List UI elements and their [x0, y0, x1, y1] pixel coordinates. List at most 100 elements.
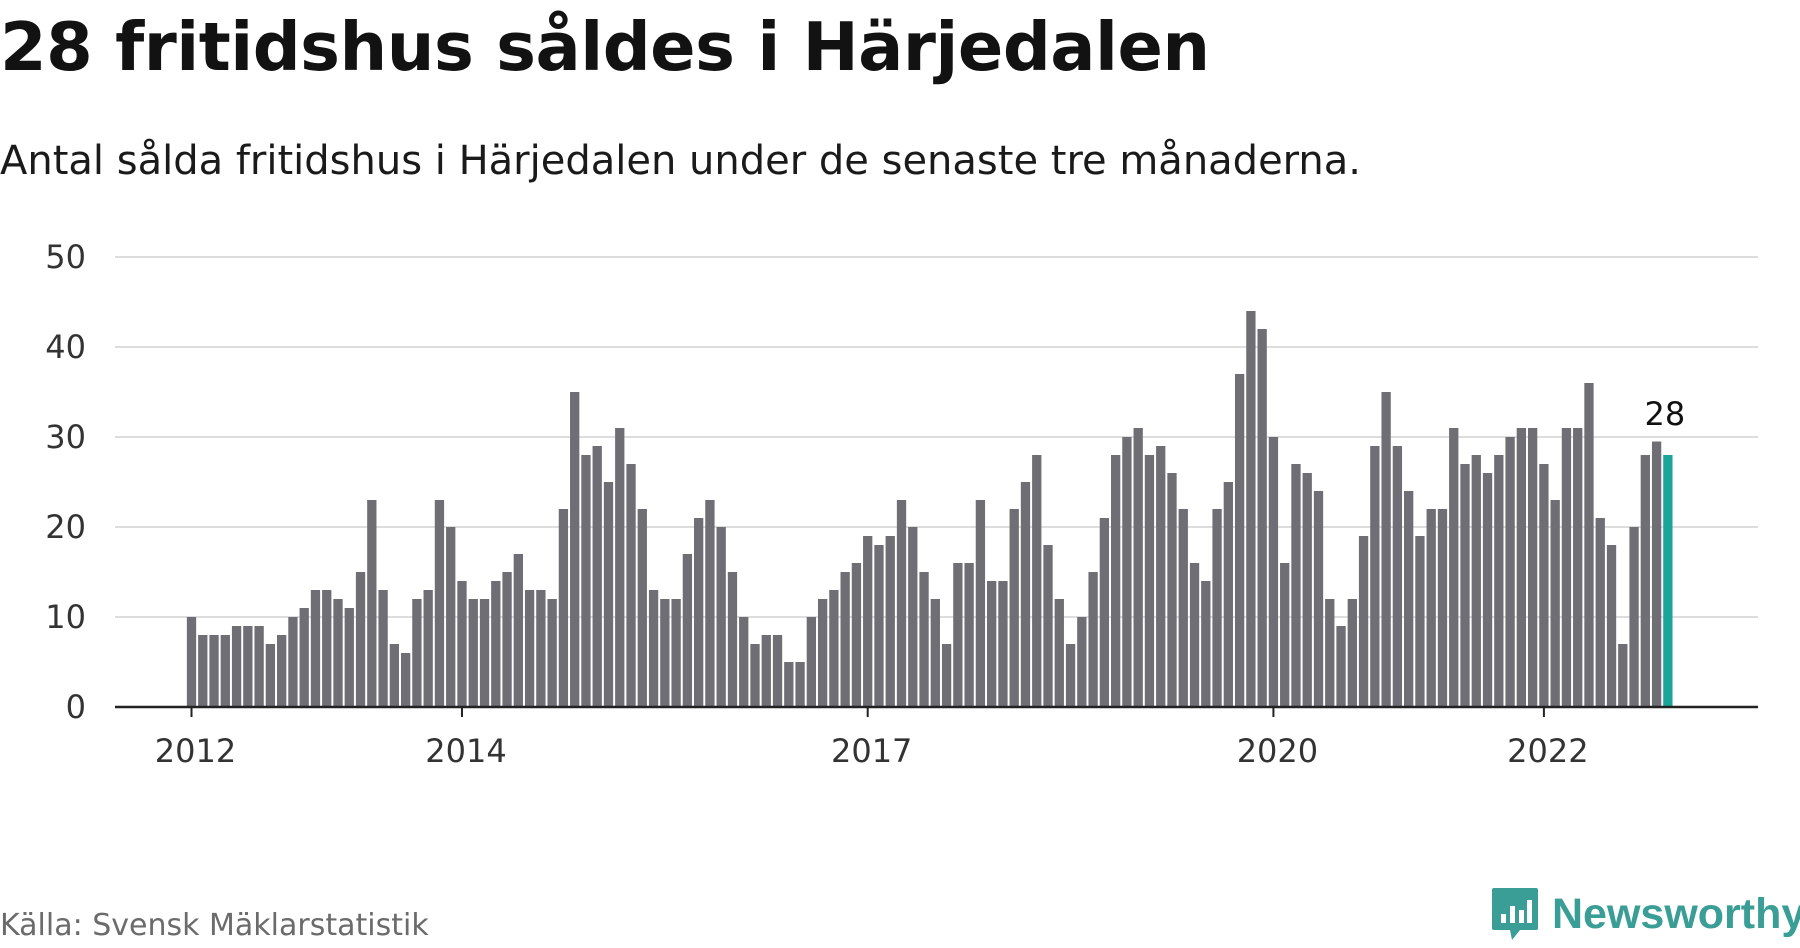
- bar: [1618, 644, 1628, 707]
- bar: [209, 635, 219, 707]
- bar: [1122, 437, 1132, 707]
- y-tick-label: 40: [45, 328, 86, 366]
- bar: [1494, 455, 1504, 707]
- bar: [626, 464, 636, 707]
- bar: [1291, 464, 1301, 707]
- bar: [1246, 311, 1256, 707]
- bar: [817, 599, 828, 707]
- bar: [423, 590, 433, 707]
- bar: [322, 590, 332, 707]
- bar: [581, 455, 591, 707]
- bar: [1020, 482, 1031, 707]
- x-tick-label: 2014: [425, 732, 506, 770]
- chart-subtitle: Antal sålda fritidshus i Härjedalen unde…: [0, 138, 1361, 184]
- bar: [412, 599, 422, 707]
- bar: [671, 599, 681, 707]
- y-tick-label: 30: [45, 418, 86, 456]
- bar: [1527, 428, 1538, 707]
- bar: [558, 509, 569, 707]
- bar: [220, 635, 230, 707]
- bar: [1404, 491, 1414, 707]
- bar: [479, 599, 490, 707]
- bar: [964, 563, 974, 707]
- latest-value-label: 28: [1645, 395, 1686, 433]
- bar: [1065, 644, 1076, 707]
- bar: [716, 527, 726, 707]
- x-tick-label: 2022: [1507, 732, 1588, 770]
- x-axis: 2012 2014 2017 2020 2022: [115, 705, 1758, 770]
- bar: [434, 500, 445, 707]
- bar: [1573, 428, 1583, 707]
- bar: [1437, 509, 1448, 707]
- bar: [1223, 482, 1233, 707]
- bar: [592, 446, 602, 707]
- bar: [1426, 509, 1436, 707]
- bar: [186, 617, 197, 707]
- bar: [1133, 428, 1143, 707]
- bar: [1347, 599, 1357, 707]
- bar: [265, 644, 276, 707]
- bar: [1640, 455, 1650, 707]
- bar: [975, 500, 986, 707]
- bar: [896, 500, 907, 707]
- chart-title: 28 fritidshus såldes i Härjedalen: [0, 8, 1210, 86]
- bar: [795, 662, 805, 707]
- brand-name: Newsworthy: [1552, 889, 1800, 938]
- bar: [502, 572, 512, 707]
- bar: [1257, 329, 1267, 707]
- bar: [919, 572, 929, 707]
- bar: [367, 500, 377, 707]
- bar: [310, 590, 321, 707]
- bar: [829, 590, 839, 707]
- bar: [1167, 473, 1177, 707]
- bar: [198, 635, 208, 707]
- bar: [660, 599, 670, 707]
- bar: [1302, 473, 1312, 707]
- bar: [682, 554, 693, 707]
- bar: [1268, 437, 1279, 707]
- bar: [1595, 518, 1605, 707]
- bar: [750, 644, 760, 707]
- bar: [231, 626, 242, 707]
- bar: [1584, 383, 1594, 707]
- bar: [739, 617, 749, 707]
- brand-logo[interactable]: Newsworthy: [1490, 886, 1800, 942]
- bar: [1539, 464, 1549, 707]
- bar: [1077, 617, 1087, 707]
- bar: [987, 581, 997, 707]
- bar: [1178, 509, 1188, 707]
- bar: [1460, 464, 1470, 707]
- bar: [705, 500, 715, 707]
- bar: [908, 527, 918, 707]
- bar: [570, 392, 580, 707]
- bar: [446, 527, 456, 707]
- bar: [1392, 446, 1403, 707]
- bar: [1144, 455, 1155, 707]
- bar: [277, 635, 287, 707]
- bar: [1336, 626, 1346, 707]
- bar: [1189, 563, 1200, 707]
- bar: [1234, 374, 1245, 707]
- bar: [513, 554, 523, 707]
- bar: [1606, 545, 1617, 707]
- bar: [1415, 536, 1425, 707]
- bar: [1449, 428, 1459, 707]
- bar: [389, 644, 400, 707]
- bar: [1505, 437, 1515, 707]
- bar: [378, 590, 388, 707]
- bar: [772, 635, 783, 707]
- bar: [1550, 500, 1560, 707]
- bar: [941, 644, 952, 707]
- bar: [1032, 455, 1042, 707]
- bar: [603, 482, 614, 707]
- bar: [953, 563, 963, 707]
- source-note: Källa: Svensk Mäklarstatistik: [0, 908, 429, 943]
- bar: [1561, 428, 1572, 707]
- bar: [648, 590, 659, 707]
- bar: [1313, 491, 1324, 707]
- bar: [333, 599, 343, 707]
- bar-latest: [1663, 455, 1673, 707]
- bar: [1516, 428, 1527, 707]
- bar: [615, 428, 625, 707]
- bar: [1099, 518, 1110, 707]
